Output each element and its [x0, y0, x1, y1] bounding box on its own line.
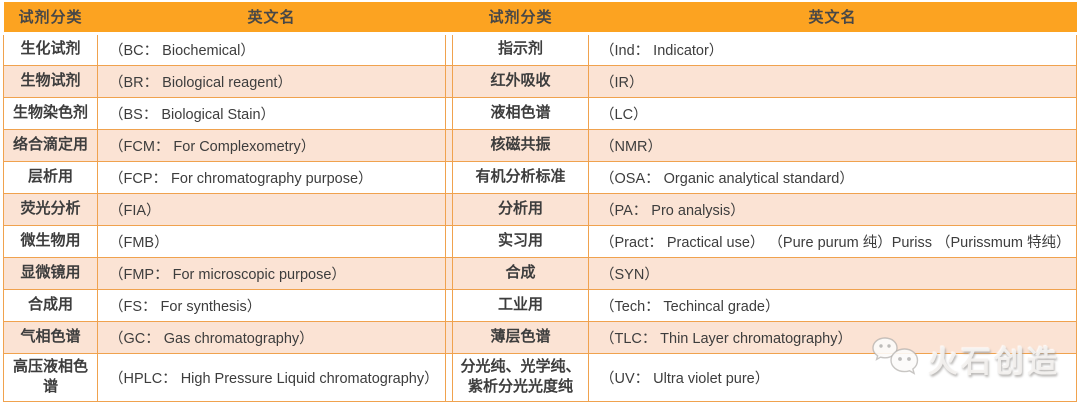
right-category-cell: 液相色谱: [452, 96, 589, 130]
left-english-cell: （BC： Biochemical）: [97, 32, 446, 66]
table-row: 生物染色剂 （BS： Biological Stain） 液相色谱 （LC）: [3, 96, 1077, 130]
header-category-right: 试剂分类: [452, 2, 589, 35]
right-category-cell: 工业用: [452, 288, 589, 322]
right-category-cell: 有机分析标准: [452, 160, 589, 194]
left-english-cell: （FS： For synthesis）: [97, 288, 446, 322]
left-english-cell: （GC： Gas chromatography）: [97, 320, 446, 354]
table-row: 合成用 （FS： For synthesis） 工业用 （Tech： Techi…: [3, 288, 1077, 322]
left-category-cell: 显微镜用: [3, 256, 98, 290]
left-english-cell: （HPLC： High Pressure Liquid chromatograp…: [97, 352, 446, 402]
left-category-cell: 生化试剂: [3, 32, 98, 66]
left-category-cell: 高压液相色谱: [3, 352, 98, 402]
column-gap: [445, 192, 453, 226]
left-category-cell: 合成用: [3, 288, 98, 322]
table-row: 络合滴定用 （FCM： For Complexometry） 核磁共振 （NMR…: [3, 128, 1077, 162]
right-english-cell: （SYN）: [588, 256, 1077, 290]
left-category-cell: 生物试剂: [3, 64, 98, 98]
header-category-left: 试剂分类: [3, 2, 98, 35]
left-english-cell: （FIA）: [97, 192, 446, 226]
column-gap: [445, 96, 453, 130]
right-english-cell: （NMR）: [588, 128, 1077, 162]
table-row: 微生物用 （FMB） 实习用 （Pract： Practical use） （P…: [3, 224, 1077, 258]
column-gap: [445, 224, 453, 258]
right-english-cell: （Ind： Indicator）: [588, 32, 1077, 66]
right-category-cell: 合成: [452, 256, 589, 290]
right-english-cell: （Pract： Practical use） （Pure purum 纯）Pur…: [588, 224, 1077, 258]
header-row: 试剂分类 英文名 试剂分类 英文名: [3, 2, 1077, 35]
header-english-right: 英文名: [588, 2, 1077, 35]
column-gap: [445, 160, 453, 194]
right-category-cell: 红外吸收: [452, 64, 589, 98]
right-english-cell: （OSA： Organic analytical standard）: [588, 160, 1077, 194]
table-header: 试剂分类 英文名 试剂分类 英文名: [3, 2, 1077, 35]
column-gap: [445, 288, 453, 322]
left-english-cell: （FMP： For microscopic purpose）: [97, 256, 446, 290]
table-row: 显微镜用 （FMP： For microscopic purpose） 合成 （…: [3, 256, 1077, 290]
right-english-cell: （PA： Pro analysis）: [588, 192, 1077, 226]
table-row: 高压液相色谱 （HPLC： High Pressure Liquid chrom…: [3, 352, 1077, 402]
reagent-classification-table: 试剂分类 英文名 试剂分类 英文名 生化试剂 （BC： Biochemical）…: [3, 2, 1077, 402]
table-row: 层析用 （FCP： For chromatography purpose） 有机…: [3, 160, 1077, 194]
header-gap: [445, 2, 453, 35]
left-english-cell: （BR： Biological reagent）: [97, 64, 446, 98]
left-category-cell: 络合滴定用: [3, 128, 98, 162]
table-row: 荧光分析 （FIA） 分析用 （PA： Pro analysis）: [3, 192, 1077, 226]
left-category-cell: 荧光分析: [3, 192, 98, 226]
table-row: 气相色谱 （GC： Gas chromatography） 薄层色谱 （TLC：…: [3, 320, 1077, 354]
column-gap: [445, 256, 453, 290]
right-category-cell: 实习用: [452, 224, 589, 258]
column-gap: [445, 352, 453, 402]
table-body: 生化试剂 （BC： Biochemical） 指示剂 （Ind： Indicat…: [3, 32, 1077, 402]
column-gap: [445, 320, 453, 354]
right-category-cell: 薄层色谱: [452, 320, 589, 354]
right-category-cell: 分析用: [452, 192, 589, 226]
right-category-cell: 核磁共振: [452, 128, 589, 162]
header-english-left: 英文名: [97, 2, 446, 35]
right-english-cell: （IR）: [588, 64, 1077, 98]
left-english-cell: （FMB）: [97, 224, 446, 258]
left-english-cell: （FCM： For Complexometry）: [97, 128, 446, 162]
right-english-cell: （LC）: [588, 96, 1077, 130]
table-row: 生化试剂 （BC： Biochemical） 指示剂 （Ind： Indicat…: [3, 32, 1077, 66]
left-english-cell: （BS： Biological Stain）: [97, 96, 446, 130]
left-english-cell: （FCP： For chromatography purpose）: [97, 160, 446, 194]
table-row: 生物试剂 （BR： Biological reagent） 红外吸收 （IR）: [3, 64, 1077, 98]
left-category-cell: 生物染色剂: [3, 96, 98, 130]
right-category-cell: 指示剂: [452, 32, 589, 66]
left-category-cell: 层析用: [3, 160, 98, 194]
column-gap: [445, 128, 453, 162]
right-english-cell: （TLC： Thin Layer chromatography）: [588, 320, 1077, 354]
column-gap: [445, 64, 453, 98]
right-english-cell: （Tech： Techincal grade）: [588, 288, 1077, 322]
left-category-cell: 微生物用: [3, 224, 98, 258]
right-english-cell: （UV： Ultra violet pure）: [588, 352, 1077, 402]
right-category-cell: 分光纯、光学纯、紫析分光光度纯: [452, 352, 589, 402]
left-category-cell: 气相色谱: [3, 320, 98, 354]
column-gap: [445, 32, 453, 66]
